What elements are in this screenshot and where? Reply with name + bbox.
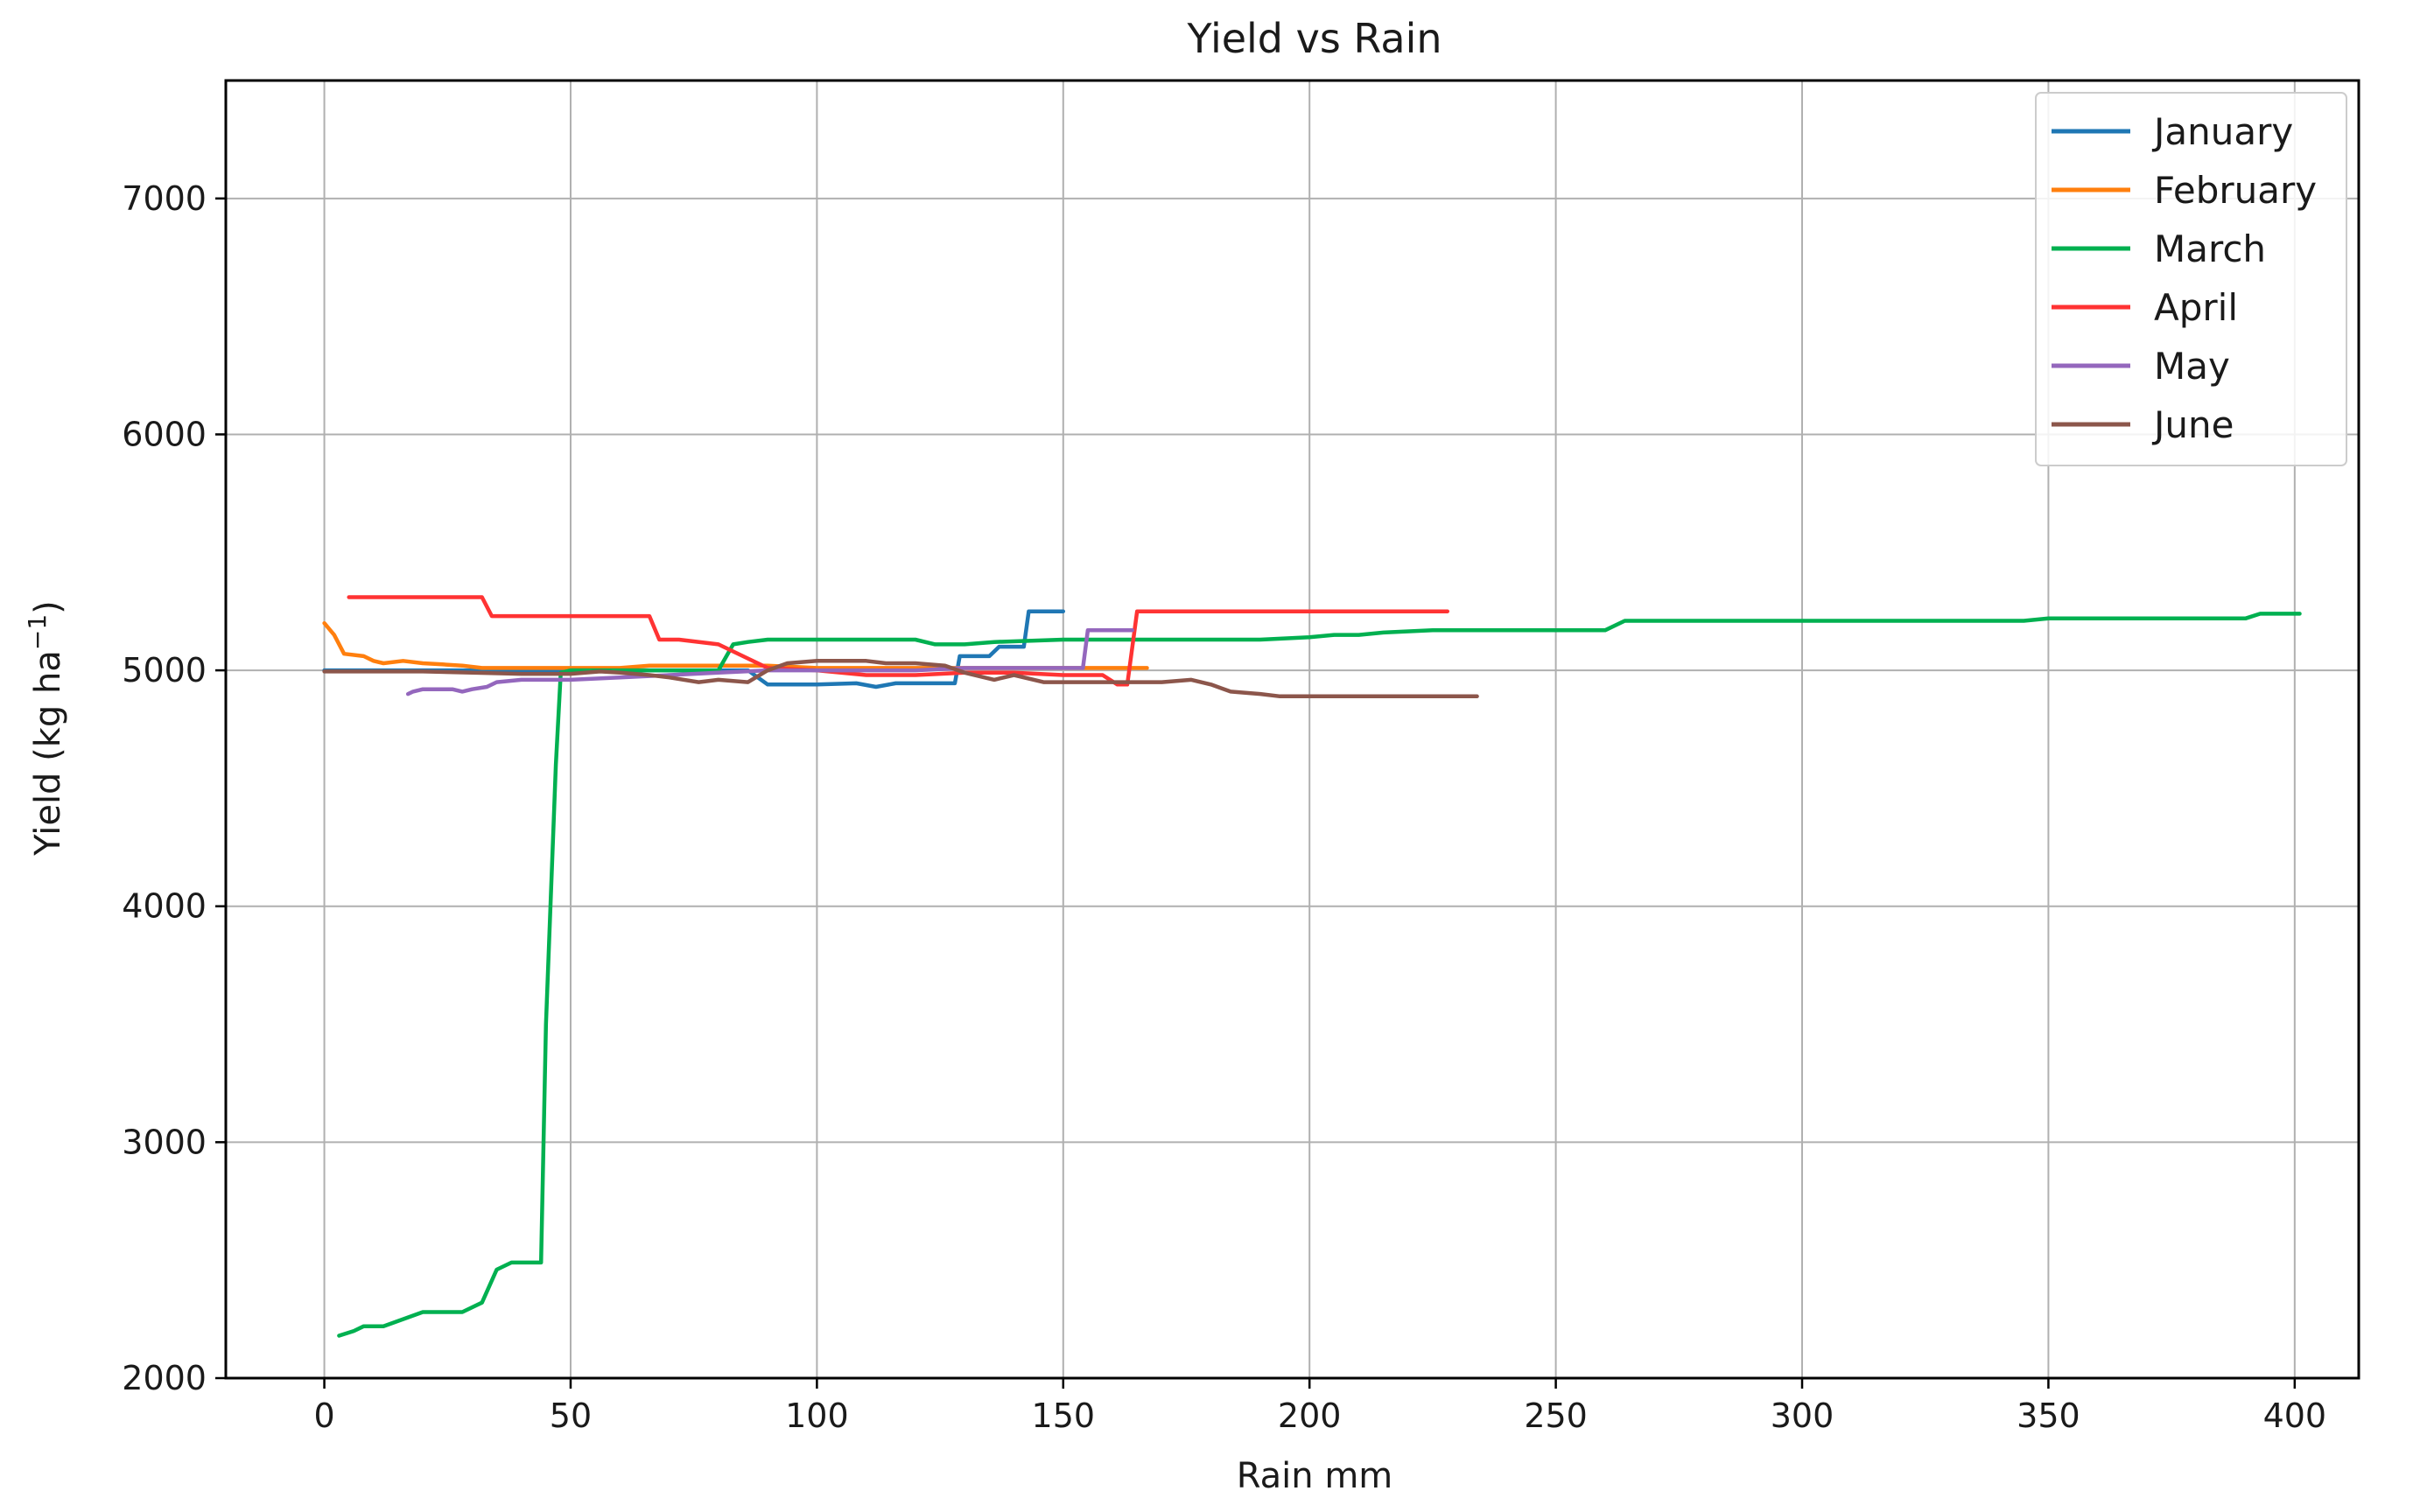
x-tick-label: 350: [2017, 1396, 2080, 1435]
y-tick-label: 7000: [122, 179, 207, 218]
x-axis-ticks: 0 50 100 150 200 250 300 350 400: [313, 1378, 2326, 1435]
legend-label-april: April: [2154, 286, 2238, 329]
series-line-may: [405, 628, 1134, 696]
y-tick-label: 6000: [122, 415, 207, 453]
legend-label-march: March: [2154, 228, 2266, 270]
x-tick-label: 200: [1278, 1396, 1342, 1435]
x-tick-label: 300: [1771, 1396, 1834, 1435]
x-tick-label: 250: [1524, 1396, 1588, 1435]
legend: January February March April May June: [2035, 92, 2347, 466]
plot-frame: [224, 79, 2360, 1380]
x-tick-label: 50: [550, 1396, 592, 1435]
legend-label-june: June: [2151, 403, 2234, 446]
y-axis-label: Yield (kg ha−1): [23, 600, 68, 857]
legend-frame: [2035, 92, 2347, 466]
series-line-january: [322, 609, 1066, 690]
series-line-june: [322, 659, 1479, 699]
y-tick-label: 3000: [122, 1123, 207, 1161]
y-axis-label-main: Yield (kg ha: [28, 650, 68, 857]
y-tick-label: 2000: [122, 1359, 207, 1397]
y-axis-label-superscript: −1: [23, 614, 52, 650]
legend-label-january: January: [2151, 110, 2293, 153]
x-tick-label: 0: [313, 1396, 334, 1435]
series-line-march: [337, 612, 2302, 1338]
x-tick-label: 400: [2263, 1396, 2327, 1435]
x-axis-label: Rain mm: [1237, 1456, 1393, 1496]
x-tick-label: 100: [785, 1396, 849, 1435]
series-layer: [322, 595, 2302, 1338]
legend-label-february: February: [2154, 169, 2317, 212]
y-tick-label: 5000: [122, 651, 207, 690]
y-axis-label-close: ): [28, 600, 68, 614]
y-axis-ticks: 2000 3000 4000 5000 6000 7000: [122, 179, 226, 1397]
chart-title: Yield vs Rain: [1186, 15, 1441, 62]
x-tick-label: 150: [1032, 1396, 1096, 1435]
y-tick-label: 4000: [122, 887, 207, 926]
legend-label-may: May: [2154, 345, 2230, 388]
